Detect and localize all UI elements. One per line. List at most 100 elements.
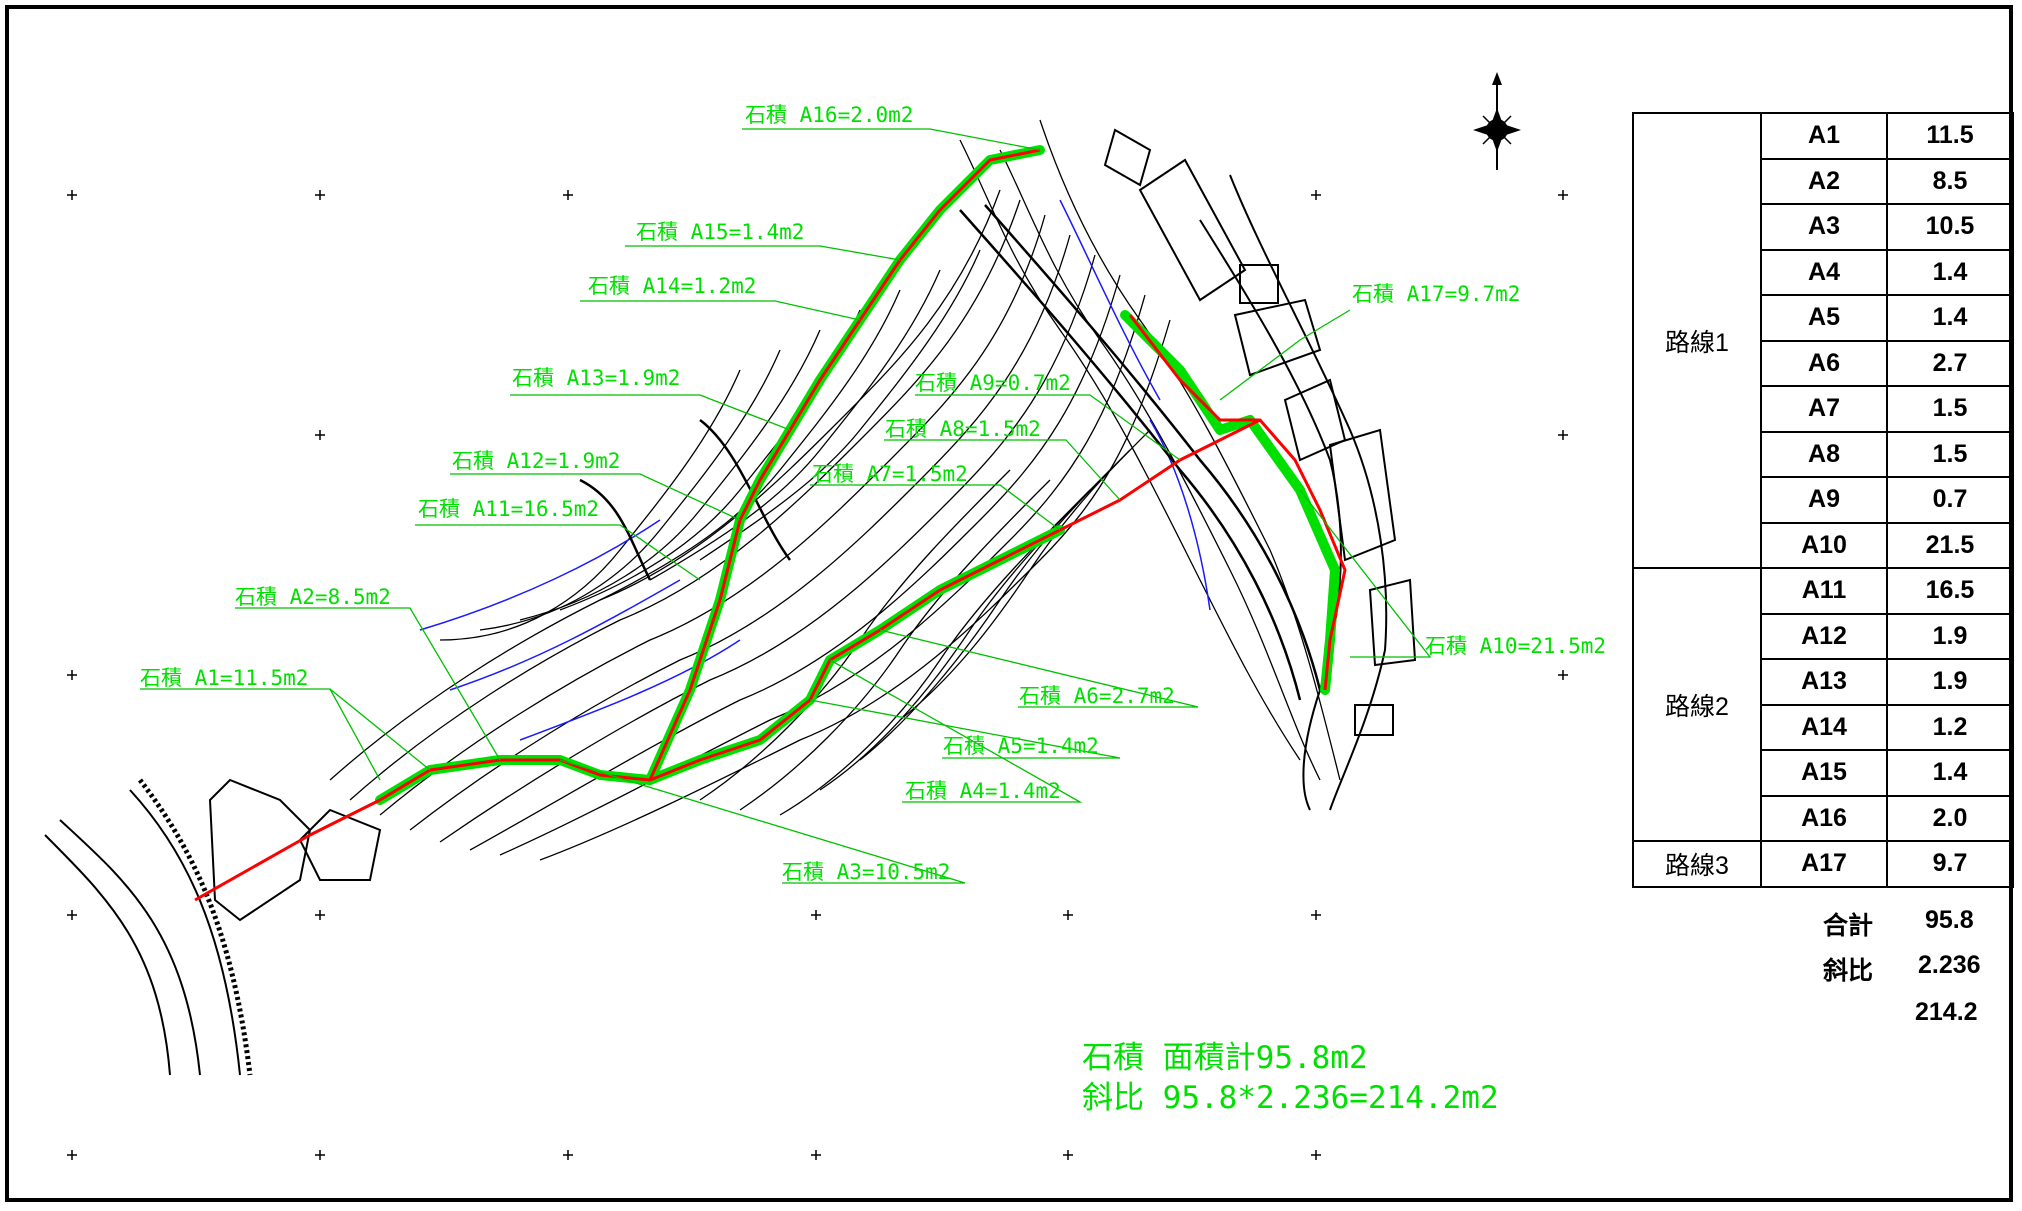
callout-A8: 石積 A8=1.5m2 [885,417,1041,441]
slope-area-note: 斜比 95.8*2.236=214.2m2 [1082,1080,1499,1116]
buildings [1103,128,1417,811]
ratio-label: 斜比 [1823,957,1874,985]
contour-lines [329,119,1341,861]
total-value: 95.8 [1925,906,1974,934]
road-left [44,778,382,1076]
row-label: A12 [1760,612,1888,660]
row-label: A5 [1760,294,1888,342]
area-total-note: 石積 面積計95.8m2 [1082,1040,1368,1076]
callout-A4: 石積 A4=1.4m2 [905,779,1061,803]
callout-A10: 石積 A10=21.5m2 [1425,634,1606,658]
row-value: 1.2 [1886,703,2014,751]
callout-A14: 石積 A14=1.2m2 [588,274,756,298]
route-3-label: 路線3 [1632,840,1762,888]
callout-A13: 石積 A13=1.9m2 [512,366,680,390]
row-value: 1.5 [1886,385,2014,433]
table-row: A15 1.4 [1633,749,2014,797]
stone-wall-lines [194,148,1347,902]
registration-cross-icon [1063,910,1073,920]
area-table: 路線1 A1 11.5 A2 8.5 A3 10.5 A4 1.4 A5 1.4 A6 2… [1632,112,2014,888]
row-label: A13 [1760,658,1888,706]
row-value: 8.5 [1886,157,2014,205]
row-label: A4 [1760,248,1888,296]
registration-crosses [67,190,1568,1160]
callout-A15: 石積 A15=1.4m2 [636,220,804,244]
callout-A16: 石積 A16=2.0m2 [745,103,913,127]
row-value: 0.7 [1886,476,2014,524]
registration-cross-icon [315,1150,325,1160]
table-row: 路線3 A17 9.7 [1632,840,2014,888]
table-row: A16 2.0 [1633,794,2014,842]
registration-cross-icon [563,1150,573,1160]
registration-cross-icon [315,910,325,920]
table-row: A13 1.9 [1633,658,2014,706]
row-label: A14 [1760,703,1888,751]
table-row: A6 2.7 [1633,339,2014,387]
registration-cross-icon [315,190,325,200]
row-label: A7 [1760,385,1888,433]
leader-lines [140,128,1432,884]
registration-cross-icon [1558,670,1568,680]
slope-area-value: 214.2 [1915,998,1978,1026]
row-label: A3 [1760,203,1888,251]
table-row: A12 1.9 [1633,612,2014,660]
road-edges [579,204,1322,701]
row-label: A9 [1760,476,1888,524]
row-value: 1.9 [1886,658,2014,706]
registration-cross-icon [67,910,77,920]
row-label: A1 [1760,112,1888,160]
row-value: 1.5 [1886,430,2014,478]
registration-cross-icon [67,1150,77,1160]
registration-cross-icon [67,190,77,200]
row-value: 1.9 [1886,612,2014,660]
callout-A2: 石積 A2=8.5m2 [235,585,391,609]
callout-A9: 石積 A9=0.7m2 [915,371,1071,395]
row-value: 1.4 [1886,294,2014,342]
row-value: 11.5 [1886,112,2014,160]
callout-A3: 石積 A3=10.5m2 [782,860,950,884]
callout-A1: 石積 A1=11.5m2 [140,666,308,690]
row-label: A17 [1760,840,1888,888]
registration-cross-icon [811,1150,821,1160]
table-row: A4 1.4 [1633,248,2014,296]
table-row: A9 0.7 [1633,476,2014,524]
row-value: 16.5 [1886,567,2014,615]
total-label: 合計 [1823,912,1874,940]
row-value: 2.7 [1886,339,2014,387]
callout-A12: 石積 A12=1.9m2 [452,449,620,473]
route-1-label: 路線1 [1632,112,1762,569]
callouts: 石積 A1=11.5m2 石積 A2=8.5m2 石積 A3=10.5m2 石積… [140,103,1606,884]
table-row: A5 1.4 [1633,294,2014,342]
registration-cross-icon [811,910,821,920]
row-value: 2.0 [1886,794,2014,842]
registration-cross-icon [67,670,77,680]
registration-cross-icon [1311,1150,1321,1160]
registration-cross-icon [1558,190,1568,200]
registration-cross-icon [1063,1150,1073,1160]
row-label: A11 [1760,567,1888,615]
table-row: 路線2 A11 16.5 [1632,567,2014,842]
callout-A7: 石積 A7=1.5m2 [812,462,968,486]
ratio-value: 2.236 [1918,951,1981,979]
row-value: 1.4 [1886,749,2014,797]
row-label: A15 [1760,749,1888,797]
table-row: A8 1.5 [1633,430,2014,478]
callout-A5: 石積 A5=1.4m2 [943,734,1099,758]
water-contours [419,199,1211,741]
row-value: 9.7 [1886,840,2014,888]
registration-cross-icon [563,190,573,200]
table-row: 路線1 A1 11.5 [1632,112,2014,569]
table-row: A10 21.5 [1633,521,2014,569]
row-value: 21.5 [1886,521,2014,569]
registration-cross-icon [1311,190,1321,200]
table-row: A2 8.5 [1633,157,2014,205]
row-value: 10.5 [1886,203,2014,251]
row-value: 1.4 [1886,248,2014,296]
table-row: A14 1.2 [1633,703,2014,751]
table-row: A3 10.5 [1633,203,2014,251]
registration-cross-icon [1311,910,1321,920]
callout-A17: 石積 A17=9.7m2 [1352,282,1520,306]
table-row: A7 1.5 [1633,385,2014,433]
row-label: A16 [1760,794,1888,842]
